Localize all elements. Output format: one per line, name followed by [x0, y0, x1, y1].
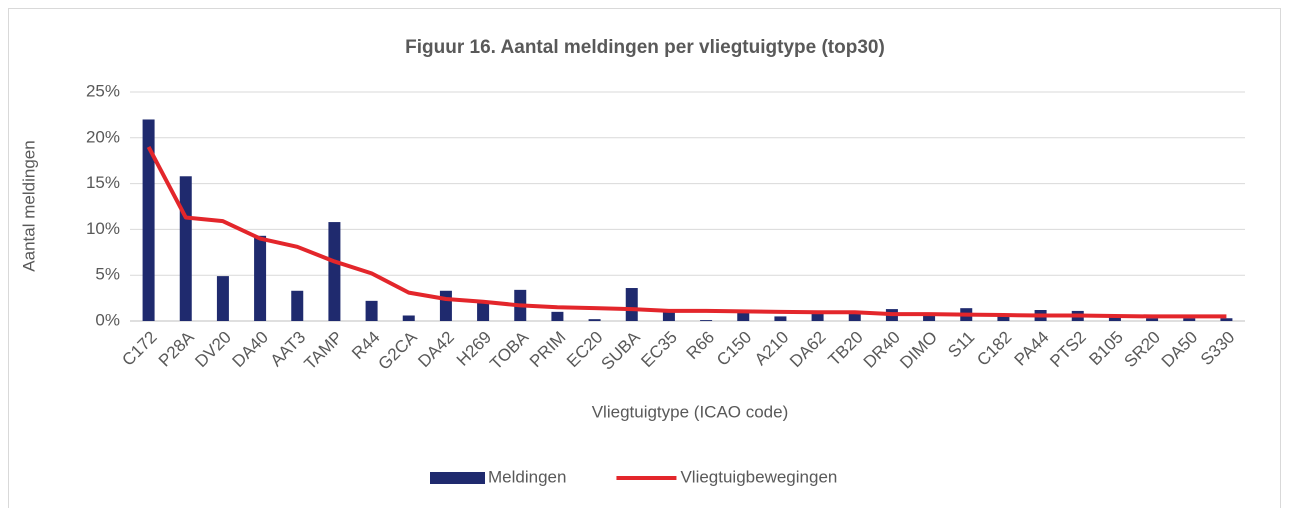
bar	[774, 316, 787, 321]
bar	[328, 222, 341, 321]
y-tick-label: 15%	[86, 173, 120, 192]
bar	[291, 290, 304, 321]
bar	[402, 315, 415, 321]
bar	[142, 119, 155, 321]
bar	[216, 276, 229, 321]
y-axis-title: Aantal meldingen	[19, 140, 38, 271]
bar	[588, 319, 601, 321]
bar	[551, 311, 564, 321]
chart-title: Figuur 16. Aantal meldingen per vliegtui…	[405, 37, 885, 58]
bar	[923, 315, 936, 321]
bar	[477, 301, 490, 321]
bar	[1146, 318, 1159, 321]
bar	[848, 311, 861, 321]
bar	[737, 311, 750, 321]
bar	[811, 311, 824, 321]
bar	[625, 288, 638, 321]
x-axis-title: Vliegtuigtype (ICAO code)	[592, 402, 789, 421]
y-tick-label: 25%	[86, 81, 120, 100]
bar	[700, 320, 713, 321]
bar	[179, 176, 192, 321]
chart-frame	[8, 8, 1281, 508]
bar	[1183, 318, 1196, 321]
bar	[254, 235, 267, 321]
bar	[439, 290, 452, 321]
y-tick-label: 5%	[95, 265, 120, 284]
y-tick-label: 0%	[95, 310, 120, 329]
bar	[1220, 318, 1233, 321]
bar	[997, 316, 1010, 321]
bar	[1108, 317, 1121, 321]
legend-label: Vliegtuigbewegingen	[680, 467, 837, 486]
line	[146, 146, 1227, 319]
legend-label: Meldingen	[488, 467, 566, 486]
bar	[365, 300, 378, 321]
y-tick-label: 20%	[86, 127, 120, 146]
bar	[662, 311, 675, 321]
legend-swatch	[430, 472, 485, 484]
y-tick-label: 10%	[86, 219, 120, 238]
